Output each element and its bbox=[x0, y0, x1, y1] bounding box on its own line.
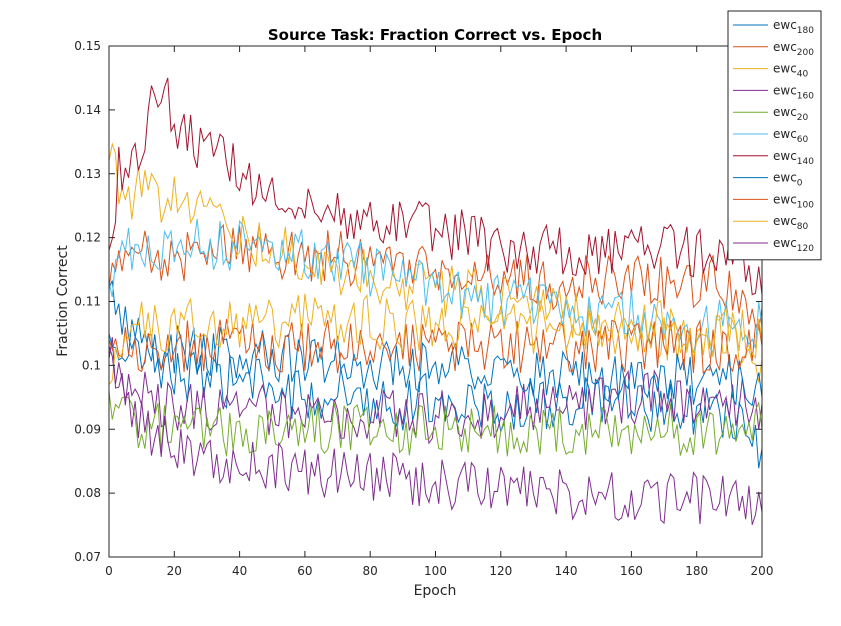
legend-item: ewc60 bbox=[733, 127, 809, 145]
legend-item: ewc100 bbox=[733, 192, 814, 210]
series-line-ewc-140 bbox=[108, 77, 763, 296]
x-tick-label: 160 bbox=[620, 564, 643, 578]
x-tick-label: 80 bbox=[363, 564, 378, 578]
legend: ewc180 ewc200 ewc40 ewc160 ewc20 ewc60 ewc140 e… bbox=[727, 10, 822, 261]
legend-item: ewc40 bbox=[733, 62, 809, 80]
series-line-ewc-120 bbox=[108, 346, 763, 525]
legend-label: ewc160 bbox=[773, 83, 814, 101]
x-tick-label: 100 bbox=[424, 564, 447, 578]
x-tick-label: 20 bbox=[167, 564, 182, 578]
y-tick-label: 0.12 bbox=[74, 231, 101, 245]
legend-label: ewc0 bbox=[773, 171, 803, 189]
series-line-ewc-0 bbox=[108, 319, 763, 407]
x-tick-label: 0 bbox=[105, 564, 113, 578]
x-tick-label: 120 bbox=[489, 564, 512, 578]
legend-item: ewc0 bbox=[733, 171, 803, 189]
legend-item: ewc200 bbox=[733, 40, 814, 58]
y-tick-label: 0.15 bbox=[74, 39, 101, 53]
legend-label: ewc100 bbox=[773, 192, 814, 210]
x-tick-label: 200 bbox=[751, 564, 774, 578]
legend-item: ewc20 bbox=[733, 105, 809, 123]
y-axis-label: Fraction Correct bbox=[55, 245, 71, 357]
plot-area bbox=[108, 77, 763, 525]
y-tick-label: 0.09 bbox=[74, 422, 101, 436]
series-line-ewc-20 bbox=[108, 390, 763, 457]
x-axis-label: Epoch bbox=[414, 583, 457, 599]
legend-label: ewc140 bbox=[773, 149, 814, 167]
y-tick-label: 0.07 bbox=[74, 550, 101, 564]
legend-label: ewc20 bbox=[773, 105, 809, 123]
y-tick-label: 0.11 bbox=[74, 295, 101, 309]
legend-label: ewc80 bbox=[773, 214, 809, 232]
x-tick-label: 60 bbox=[297, 564, 312, 578]
series-line-ewc-60 bbox=[108, 218, 763, 355]
y-tick-label: 0.14 bbox=[74, 103, 101, 117]
legend-item: ewc140 bbox=[733, 149, 814, 167]
y-tick-label: 0.1 bbox=[82, 358, 101, 372]
x-tick-label: 180 bbox=[685, 564, 708, 578]
x-tick-label: 40 bbox=[232, 564, 247, 578]
legend-box bbox=[727, 10, 822, 261]
legend-label: ewc180 bbox=[773, 18, 814, 36]
legend-item: ewc180 bbox=[733, 18, 814, 36]
series-line-ewc-160 bbox=[108, 336, 763, 445]
series-line-ewc-80 bbox=[108, 293, 763, 385]
legend-item: ewc80 bbox=[733, 214, 809, 232]
legend-label: ewc200 bbox=[773, 40, 814, 58]
legend-label: ewc120 bbox=[773, 236, 814, 254]
chart-title: Source Task: Fraction Correct vs. Epoch bbox=[268, 26, 602, 44]
legend-item: ewc160 bbox=[733, 83, 814, 101]
y-tick-label: 0.13 bbox=[74, 167, 101, 181]
legend-label: ewc40 bbox=[773, 62, 809, 80]
legend-item: ewc120 bbox=[733, 236, 814, 254]
series-line-ewc-180 bbox=[108, 280, 763, 469]
x-tick-label: 140 bbox=[555, 564, 578, 578]
y-tick-label: 0.08 bbox=[74, 486, 101, 500]
x-axis: 0 20 40 60 80 100 120 140 160 180 200 bbox=[105, 46, 773, 578]
legend-label: ewc60 bbox=[773, 127, 809, 145]
series-line-ewc-40 bbox=[108, 142, 763, 383]
